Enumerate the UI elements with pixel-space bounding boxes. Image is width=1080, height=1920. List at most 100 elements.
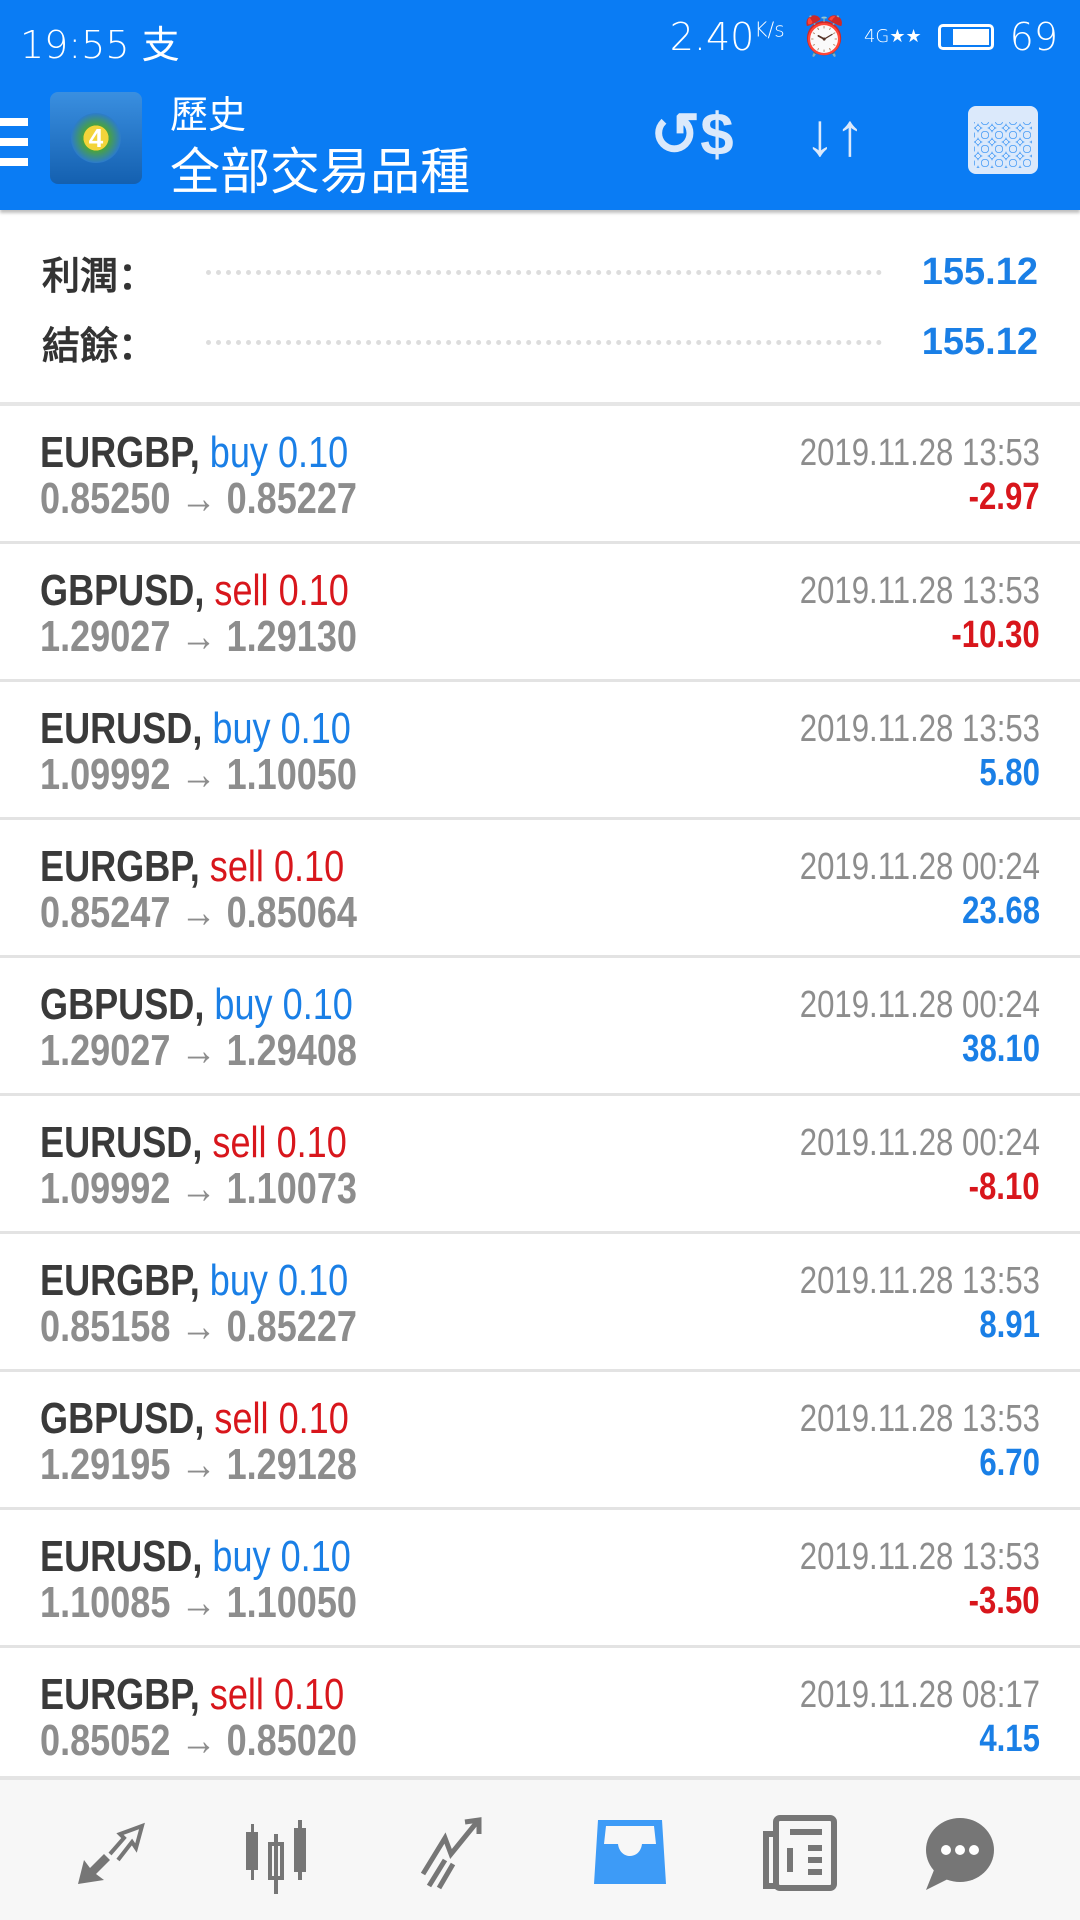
trade-time: 2019.11.28 00:24 bbox=[799, 1122, 1040, 1164]
close-price: 1.10073 bbox=[226, 1164, 358, 1213]
trade-side: sell 0.10 bbox=[214, 566, 349, 615]
trade-profit: -8.10 bbox=[968, 1166, 1040, 1208]
trade-row[interactable]: EURGBP, buy 0.10 0.85158 → 0.85227 2019.… bbox=[0, 1234, 1080, 1372]
trade-time: 2019.11.28 08:17 bbox=[799, 1674, 1040, 1716]
news-icon[interactable] bbox=[760, 1814, 840, 1894]
trade-row[interactable]: EURGBP, buy 0.10 0.85250 → 0.85227 2019.… bbox=[0, 406, 1080, 544]
close-price: 1.29408 bbox=[226, 1026, 358, 1075]
arrow-right-icon: → bbox=[180, 1026, 217, 1075]
arrow-right-icon: → bbox=[180, 750, 217, 799]
symbol: GBPUSD, bbox=[40, 1394, 205, 1443]
open-price: 1.29195 bbox=[40, 1440, 171, 1489]
symbol-filter[interactable]: 全部交易品種 bbox=[170, 144, 470, 200]
symbol: GBPUSD, bbox=[40, 566, 205, 615]
trade-icon[interactable] bbox=[415, 1814, 495, 1894]
close-price: 0.85227 bbox=[226, 474, 358, 523]
trade-history-list[interactable]: EURGBP, buy 0.10 0.85250 → 0.85227 2019.… bbox=[0, 406, 1080, 1786]
trade-row[interactable]: EURUSD, buy 0.10 1.10085 → 1.10050 2019.… bbox=[0, 1510, 1080, 1648]
close-price: 1.10050 bbox=[226, 1578, 358, 1627]
open-price: 1.09992 bbox=[40, 750, 171, 799]
open-price: 1.29027 bbox=[40, 1026, 171, 1075]
symbol: EURUSD, bbox=[40, 1532, 203, 1581]
status-bar: 19:55 支 2.40K/s ⏰ 4G★★ 69 bbox=[0, 0, 1080, 70]
trade-time: 2019.11.28 00:24 bbox=[799, 846, 1040, 888]
chart-icon[interactable] bbox=[240, 1814, 320, 1894]
network-speed: 2.40K/s bbox=[669, 14, 785, 59]
close-price: 0.85064 bbox=[226, 888, 358, 937]
symbol: EURGBP, bbox=[40, 428, 200, 477]
trade-time: 2019.11.28 00:24 bbox=[799, 984, 1040, 1026]
trade-profit: 6.70 bbox=[979, 1442, 1040, 1484]
trade-time: 2019.11.28 13:53 bbox=[799, 1398, 1040, 1440]
trade-side: buy 0.10 bbox=[214, 980, 353, 1029]
profit-value: 155.12 bbox=[921, 250, 1038, 293]
battery-level: 69 bbox=[1009, 14, 1058, 59]
app-bar: 4 歷史 全部交易品種 ↺$ ↓↑ bbox=[0, 70, 1080, 210]
close-price: 0.85020 bbox=[226, 1716, 358, 1765]
arrow-right-icon: → bbox=[180, 1716, 217, 1765]
trade-profit: 23.68 bbox=[962, 890, 1040, 932]
sort-icon[interactable]: ↓↑ bbox=[805, 101, 865, 168]
trade-side: sell 0.10 bbox=[209, 842, 345, 891]
open-price: 0.85250 bbox=[40, 474, 171, 523]
history-icon[interactable] bbox=[590, 1814, 670, 1894]
divider bbox=[0, 402, 1080, 406]
symbol: EURGBP, bbox=[40, 1670, 200, 1719]
arrow-right-icon: → bbox=[180, 1440, 217, 1489]
mt4-logo: 4 bbox=[50, 92, 142, 184]
trade-profit: 5.80 bbox=[979, 752, 1040, 794]
signal-icon: 4G★★ bbox=[863, 26, 922, 47]
currency-exchange-icon[interactable]: ↺$ bbox=[650, 101, 734, 168]
close-price: 1.29128 bbox=[226, 1440, 358, 1489]
trade-side: buy 0.10 bbox=[212, 1532, 351, 1581]
trade-row[interactable]: GBPUSD, sell 0.10 1.29195 → 1.29128 2019… bbox=[0, 1372, 1080, 1510]
trade-profit: -10.30 bbox=[951, 614, 1040, 656]
close-price: 1.29130 bbox=[226, 612, 358, 661]
chat-icon[interactable] bbox=[920, 1814, 1000, 1894]
symbol: EURGBP, bbox=[40, 842, 200, 891]
close-price: 0.85227 bbox=[226, 1302, 358, 1351]
open-price: 1.29027 bbox=[40, 612, 171, 661]
symbol: EURGBP, bbox=[40, 1256, 200, 1305]
trade-profit: -2.97 bbox=[968, 476, 1040, 518]
arrow-right-icon: → bbox=[180, 1578, 217, 1627]
calendar-icon[interactable] bbox=[968, 106, 1038, 174]
alipay-icon: 支 bbox=[141, 23, 180, 67]
arrow-right-icon: → bbox=[180, 474, 217, 523]
open-price: 0.85247 bbox=[40, 888, 171, 937]
arrow-right-icon: → bbox=[180, 888, 217, 937]
symbol: GBPUSD, bbox=[40, 980, 205, 1029]
arrow-right-icon: → bbox=[180, 612, 217, 661]
trade-row[interactable]: GBPUSD, sell 0.10 1.29027 → 1.29130 2019… bbox=[0, 544, 1080, 682]
trade-profit: -3.50 bbox=[968, 1580, 1040, 1622]
trade-side: buy 0.10 bbox=[209, 1256, 349, 1305]
trade-side: sell 0.10 bbox=[209, 1670, 345, 1719]
alarm-icon: ⏰ bbox=[800, 14, 848, 58]
trade-side: sell 0.10 bbox=[214, 1394, 349, 1443]
time: 19:55 bbox=[20, 23, 130, 67]
trade-time: 2019.11.28 13:53 bbox=[799, 1536, 1040, 1578]
balance-label: 結餘： bbox=[42, 325, 157, 368]
trade-row[interactable]: EURUSD, buy 0.10 1.09992 → 1.10050 2019.… bbox=[0, 682, 1080, 820]
bottom-nav bbox=[0, 1776, 1080, 1920]
close-price: 1.10050 bbox=[226, 750, 358, 799]
open-price: 0.85158 bbox=[40, 1302, 171, 1351]
trade-row[interactable]: EURUSD, sell 0.10 1.09992 → 1.10073 2019… bbox=[0, 1096, 1080, 1234]
menu-icon[interactable] bbox=[0, 118, 28, 178]
trade-row[interactable]: EURGBP, sell 0.10 0.85247 → 0.85064 2019… bbox=[0, 820, 1080, 958]
trade-time: 2019.11.28 13:53 bbox=[799, 1260, 1040, 1302]
trade-side: sell 0.10 bbox=[212, 1118, 347, 1167]
open-price: 0.85052 bbox=[40, 1716, 171, 1765]
trade-profit: 8.91 bbox=[979, 1304, 1040, 1346]
open-price: 1.09992 bbox=[40, 1164, 171, 1213]
trade-side: buy 0.10 bbox=[212, 704, 351, 753]
profit-label: 利潤： bbox=[42, 255, 157, 298]
trade-row[interactable]: GBPUSD, buy 0.10 1.29027 → 1.29408 2019.… bbox=[0, 958, 1080, 1096]
page-title: 歷史 bbox=[170, 95, 247, 137]
balance-value: 155.12 bbox=[921, 320, 1038, 363]
symbol: EURUSD, bbox=[40, 1118, 203, 1167]
quotes-icon[interactable] bbox=[70, 1814, 150, 1894]
trade-profit: 38.10 bbox=[962, 1028, 1040, 1070]
open-price: 1.10085 bbox=[40, 1578, 171, 1627]
trade-row[interactable]: EURGBP, sell 0.10 0.85052 → 0.85020 2019… bbox=[0, 1648, 1080, 1786]
